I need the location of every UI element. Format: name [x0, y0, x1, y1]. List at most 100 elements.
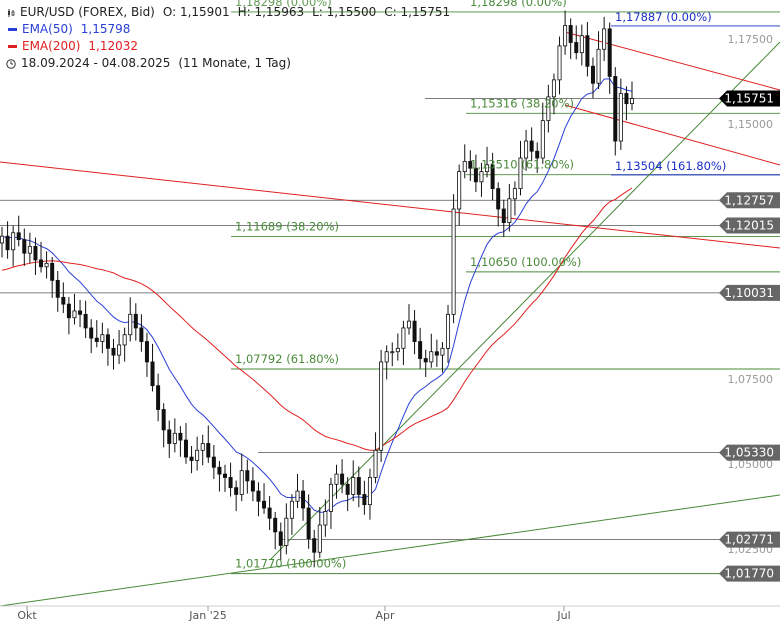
fib-level-label: 1,10650 (100.00%): [470, 255, 581, 269]
candle-body: [100, 334, 105, 342]
candle-body: [568, 25, 573, 43]
candle-body: [384, 351, 389, 363]
candle-body: [340, 473, 345, 485]
candle-body: [150, 361, 155, 387]
candle-body: [189, 456, 194, 461]
candle-body: [390, 351, 395, 354]
candle-body: [607, 28, 612, 77]
y-tick-label: 1,17500: [728, 33, 774, 46]
candle-body: [295, 490, 300, 502]
candle-body: [551, 79, 556, 98]
candle-body: [468, 161, 473, 169]
candle-body: [529, 140, 534, 152]
candle-body: [585, 35, 590, 67]
legend-range-row: 18.09.2024 - 04.08.2025 (11 Monate, 1 Ta…: [6, 55, 450, 72]
fib-level-label: 1,18298 (0.00%): [470, 0, 567, 9]
level-price-label: 1,01770: [724, 567, 774, 581]
candle-body: [172, 432, 177, 444]
candle-body: [440, 347, 445, 356]
candle-body: [496, 188, 501, 210]
legend-ema50-label: EMA(50): [22, 22, 73, 36]
clock-icon: [6, 58, 16, 69]
candle-body: [111, 347, 116, 356]
level-price-label: 1,02771: [724, 533, 774, 547]
candle-body: [278, 531, 283, 546]
candle-body: [262, 500, 267, 509]
candle-body: [16, 232, 21, 240]
legend-period: (11 Monate, 1 Tag): [178, 56, 291, 70]
candle-body: [524, 140, 529, 159]
fib-level-label: 1,01770 (100.00%): [235, 557, 346, 571]
candle-body: [423, 358, 428, 363]
candle-body: [83, 313, 88, 329]
candle-body: [217, 466, 222, 475]
candle-body: [451, 208, 456, 315]
candle-body: [66, 303, 71, 319]
candle-body: [206, 443, 211, 458]
candle-body: [395, 347, 400, 353]
candle-body: [0, 235, 4, 244]
fib-level-label: 1,15316 (38.20%): [470, 96, 574, 110]
fib-extension-label: 1,17887 (0.00%): [615, 10, 712, 24]
candle-body: [473, 167, 478, 183]
trendlines-layer: [0, 11, 780, 607]
candle-body: [596, 48, 601, 84]
candle-body: [501, 208, 506, 223]
chart-legend: EUR/USD (FOREX, Bid) O: 1,15901 H: 1,159…: [6, 4, 450, 72]
long-term-resistance-trendline: [0, 161, 780, 249]
ema200-line: [1, 187, 633, 451]
candle-body: [50, 262, 55, 281]
candle-body: [256, 490, 261, 502]
legend-ema200-label: EMA(200): [22, 39, 81, 53]
candle-body: [117, 344, 122, 356]
current-price-label: 1,15751: [724, 92, 774, 106]
candle-body: [61, 296, 66, 305]
candle-body: [250, 480, 255, 492]
candle-body: [334, 473, 339, 485]
candle-body: [312, 538, 317, 553]
legend-date-range: 18.09.2024 - 04.08.2025: [21, 56, 171, 70]
x-tick-label: Jan '25: [188, 609, 226, 622]
candle-body: [317, 524, 322, 553]
candle-body: [507, 198, 512, 223]
candle-body: [78, 310, 83, 315]
candle-body: [574, 42, 579, 54]
candle-body: [540, 120, 545, 159]
candle-body: [328, 483, 333, 512]
candle-body: [94, 337, 99, 342]
ema50-swatch: [8, 28, 17, 31]
legend-symbol: EUR/USD (FOREX, Bid): [20, 5, 155, 19]
candle-body: [178, 432, 183, 441]
candle-body: [44, 262, 49, 268]
legend-ema200-row: EMA(200) 1,12032: [6, 38, 450, 55]
legend-low: L: 1,15500: [312, 5, 377, 19]
candle-body: [618, 93, 623, 142]
candle-body: [379, 361, 384, 451]
labels-layer: 1,18298 (0.00%) 1,15316 (38.20%) 1,13510 (…: [235, 0, 726, 571]
candle-body: [518, 157, 523, 190]
candle-body: [289, 500, 294, 519]
y-tick-label: 1,15000: [728, 118, 774, 131]
candle-body: [234, 487, 239, 495]
candle-body: [133, 313, 138, 329]
axis-layer: Okt Jan '25 Apr Jul 1,17500 1,15000 1,07500 1,0…: [0, 33, 780, 622]
candle-body: [434, 351, 439, 356]
candle-body: [479, 171, 484, 183]
candle-body: [228, 477, 233, 489]
legend-ema200-value: 1,12032: [88, 39, 139, 53]
legend-close: C: 1,15751: [384, 5, 451, 19]
candle-body: [195, 449, 200, 461]
candle-body: [557, 45, 562, 81]
candle-body: [33, 245, 38, 261]
candle-body: [223, 473, 228, 478]
channel-upper-trendline: [564, 31, 780, 91]
legend-symbol-row: EUR/USD (FOREX, Bid) O: 1,15901 H: 1,159…: [6, 4, 450, 21]
ema50-line: [1, 78, 633, 513]
candle-body: [406, 320, 411, 329]
legend-open: O: 1,15901: [162, 5, 230, 19]
candle-body: [139, 327, 144, 342]
candle-body: [624, 93, 629, 105]
level-price-tag: [719, 531, 780, 548]
candle-body: [39, 259, 44, 268]
